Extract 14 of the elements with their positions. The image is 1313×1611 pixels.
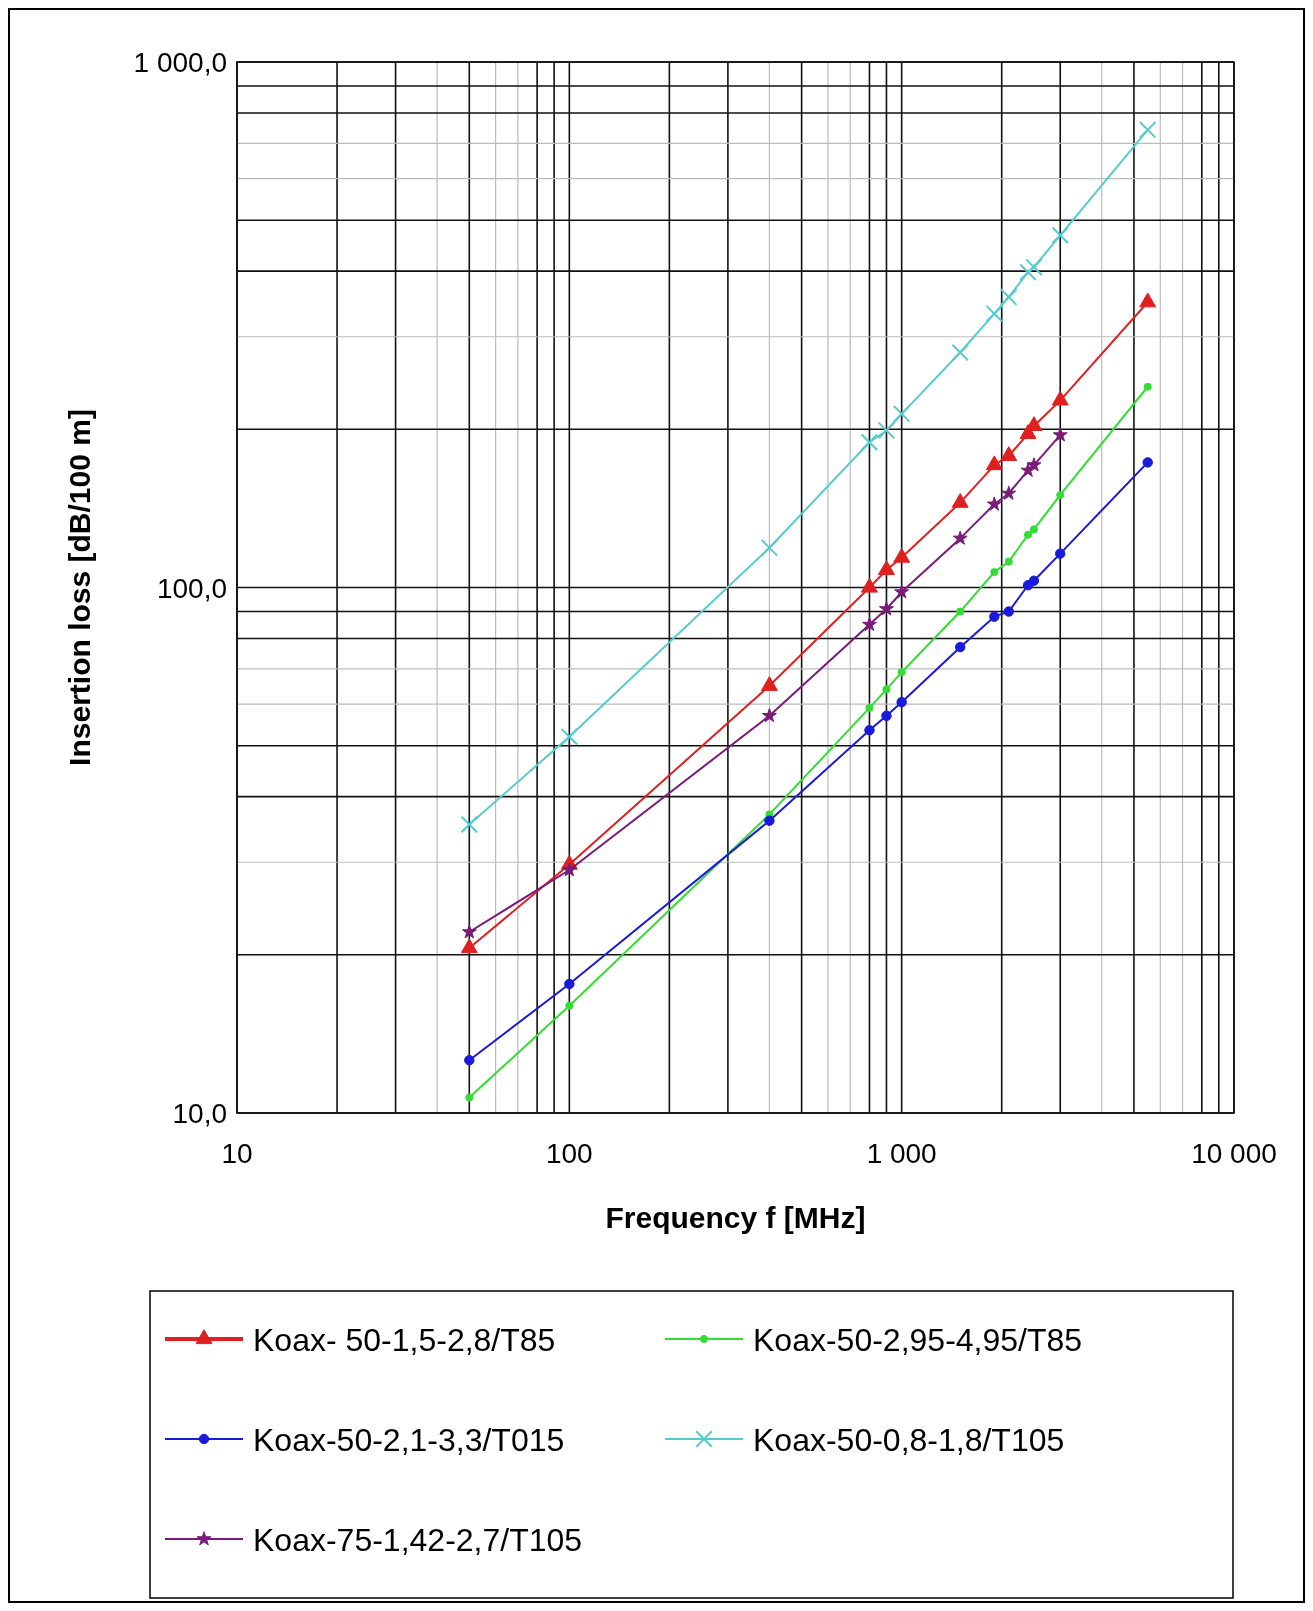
y-axis-title: Insertion loss [dB/100 m]	[63, 409, 96, 766]
y-tick-label: 100,0	[156, 572, 227, 604]
legend-label: Koax- 50-1,5-2,8/T85	[253, 1322, 556, 1358]
y-tick-label: 10,0	[172, 1098, 227, 1129]
legend-label: Koax-75-1,42-2,7/T105	[253, 1522, 583, 1558]
x-axis-title: Frequency f [MHz]	[605, 1201, 866, 1234]
legend-label: Koax-50-2,95-4,95/T85	[753, 1322, 1083, 1358]
x-tick-label: 10 000	[1191, 1138, 1277, 1169]
y-tick-label: 1 000,0	[133, 47, 227, 78]
x-tick-label: 1 000	[866, 1138, 937, 1169]
x-tick-label: 10	[221, 1138, 253, 1169]
legend-label: Koax-50-0,8-1,8/T105	[753, 1422, 1065, 1458]
legend-label: Koax-50-2,1-3,3/T015	[253, 1422, 565, 1458]
x-tick-label: 100	[545, 1138, 593, 1169]
